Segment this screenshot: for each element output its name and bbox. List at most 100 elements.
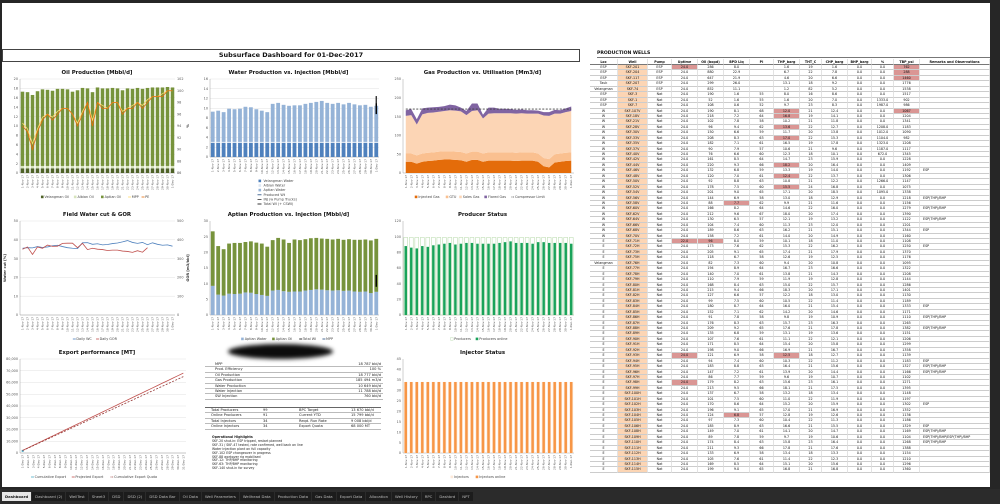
table-row[interactable]: E SKF-87H Nat 24.0 176 8.3 63 15.7 23 16.3 0.0 0.0 1… <box>590 320 990 326</box>
tab-dsd-2-[interactable]: DSD (2) <box>124 492 146 501</box>
table-row[interactable]: E SKF-114H Nat 24.0 169 8.5 64 15.1 20 15.6 0.0 0.0… <box>590 461 990 468</box>
table-row[interactable]: W SKF-66V Nat 24.0 104 7.4 60 11.3 23 12.0 0.0 0.0 1… <box>590 222 990 229</box>
tab-dashboard-2-[interactable]: Dashboard (2) <box>32 492 66 501</box>
table-row[interactable]: W SKF-107V Nat 24.0 190 8.1 68 12.0 21 12.4 0.0 0.0… <box>590 108 990 114</box>
table-row[interactable]: E SKF-90H Nat 24.0 107 7.6 61 11.1 22 12.1 0.0 0.0 1… <box>590 336 990 343</box>
table-row[interactable]: E SKF-110H Nat 24.0 174 8.4 63 15.8 23 16.4 0.0 0.0… <box>590 440 990 446</box>
table-row[interactable]: E SKF-97H Nat 24.0 86 7.7 59 9.6 19 10.7 0.0 0.0 110… <box>590 374 990 381</box>
bar <box>100 88 105 166</box>
table-row[interactable]: E SKF-98H Nat 24.0 179 8.2 63 15.6 23 16.1 0.0 0.0 1… <box>590 380 990 386</box>
table-row[interactable]: E SKF-103H Nat 24.0 196 9.1 65 17.0 21 16.9 0.0 0.0… <box>590 407 990 413</box>
table-row[interactable]: W SKF-18V Nat 24.0 218 7.2 64 16.8 19 14.1 0.0 0.0 1… <box>590 113 990 120</box>
table-row[interactable]: E SKF-92H Nat 24.0 198 9.0 66 16.9 21 16.7 0.0 0.0 1… <box>590 347 990 354</box>
table-row[interactable]: E SKF-106H Nat 24.0 185 8.9 63 16.6 21 15.5 0.0 0.0… <box>590 423 990 430</box>
tab-export-data[interactable]: Export Data <box>336 492 366 501</box>
table-row[interactable]: E SKF-80H Nat 24.0 168 8.4 63 15.0 22 15.7 0.0 0.0 1… <box>590 282 990 288</box>
table-row[interactable]: W SKF-50V Nat 24.0 92 8.8 63 10.8 21 12.2 0.0 1266.… <box>590 179 990 185</box>
table-row[interactable]: W SKF-44V Nat 24.0 220 9.3 66 18.2 20 16.4 0.0 0.0 1… <box>590 162 990 169</box>
table-row[interactable]: E SKF-99H Nat 24.0 213 9.5 66 18.1 21 17.5 0.0 0.0 1… <box>590 385 990 392</box>
table-row[interactable]: ESP SKF-7 Nat 24.0 108 0.6 52 9.7 23 8.3 0.0 1987.0… <box>590 103 990 109</box>
table-row[interactable]: E SKF-101H Nat 24.0 101 7.5 60 11.0 22 11.9 0.0 0.0… <box>590 396 990 403</box>
table-row[interactable]: W SKF-60V Nat 24.0 166 8.2 64 14.6 22 16.0 0.0 0.0 1… <box>590 206 990 212</box>
table-cell <box>920 179 990 185</box>
table-row[interactable]: E SKF-108H Nat 24.0 149 7.0 61 14.1 20 14.7 0.0 0.0… <box>590 429 990 435</box>
table-row[interactable]: E SKF-111H Nat 24.0 211 9.3 66 17.8 21 17.6 0.0 0.0… <box>590 445 990 452</box>
table-row[interactable]: E SKF-84H Nat 24.0 180 8.7 64 16.0 21 15.4 0.0 0.0 1… <box>590 304 990 310</box>
y-tick-label: 30 <box>14 257 18 261</box>
table-row[interactable]: E SKF-81H Nat 24.0 215 9.4 66 18.3 20 17.1 0.0 0.0 1… <box>590 287 990 294</box>
table-row[interactable]: Velangman SKF-76H Nat 24.0 82 7.3 60 9.4 20 10.8 0… <box>590 260 990 267</box>
table-row[interactable]: E SKF-113H Nat 24.0 105 7.6 61 11.4 22 12.3 0.0 0.0… <box>590 456 990 462</box>
tab-dashboard[interactable]: Dashboard <box>2 492 32 501</box>
table-row[interactable]: E SKF-93H Nat 24.0 121 6.9 58 12.5 18 12.7 0.0 0.0 1… <box>590 353 990 359</box>
table-row[interactable]: E SKF-112H Nat 24.0 133 6.9 58 13.4 18 13.3 0.0 0.0… <box>590 451 990 457</box>
table-row[interactable]: W SKF-35V Nat 24.0 182 7.1 61 16.5 19 17.8 0.0 1323… <box>590 141 990 147</box>
table-row[interactable]: E SKF-100H Nat 24.0 137 6.7 58 13.2 18 13.4 0.0 0.0… <box>590 391 990 397</box>
table-row[interactable]: W SKF-21V Nat 24.0 102 7.8 58 10.2 21 11.8 0.0 0.0 1… <box>590 119 990 125</box>
table-row[interactable]: W SKF-68V Nat 24.0 189 8.6 63 16.2 21 15.1 0.0 0.0 1… <box>590 228 990 234</box>
table-row[interactable]: W SKF-48V Nat 24.0 120 7.0 61 12.4 22 13.7 0.0 0.0 1… <box>590 173 990 180</box>
table-row[interactable]: E SKF-77H Nat 24.0 194 8.9 64 16.7 23 16.6 0.0 0.0 1… <box>590 266 990 272</box>
table-row[interactable]: E SKF-75H Nat 24.0 118 6.7 58 12.6 19 12.5 0.0 0.0 1… <box>590 255 990 261</box>
tab-dsd[interactable]: DSD <box>109 492 124 501</box>
table-row[interactable]: W SKF-33V Nat 24.0 208 8.3 63 17.0 22 15.3 0.0 1104… <box>590 135 990 142</box>
table-row[interactable]: W SKF-58V Nat 24.0 88 7.7 62 9.9 21 11.6 0.0 0.0 115… <box>590 200 990 207</box>
table-row[interactable]: W SKF-64V Nat 24.0 130 6.5 57 12.1 19 13.2 0.0 0.0 1… <box>590 217 990 223</box>
table-row[interactable]: W SKF-70V Nat 24.0 158 7.2 61 14.0 20 14.9 0.0 0.0 1… <box>590 233 990 239</box>
tab-gas-data[interactable]: Gas Data <box>312 492 336 501</box>
table-row[interactable]: ESP SKF-3 Nat 24.0 190 1.6 55 8.0 16 8.6 0.0 0.0 151… <box>590 92 990 98</box>
table-row[interactable]: W SKF-28V Nat 24.0 96 9.4 62 13.6 22 12.7 0.0 1208.… <box>590 124 990 131</box>
table-row[interactable]: E SKF-71H Nat 22.0 96 8.0 59 10.1 18 11.0 0.0 0.0 11… <box>590 239 990 245</box>
tab-rpc[interactable]: RPC <box>421 492 436 501</box>
table-row[interactable]: W SKF-52V Nat 24.0 178 7.5 60 15.5 24 16.8 0.0 0.0 1… <box>590 184 990 191</box>
table-row[interactable]: E SKF-102H Nat 24.0 170 8.6 64 15.2 20 15.9 0.0 0.0… <box>590 402 990 408</box>
table-row[interactable]: E SKF-109H Nat 24.0 89 7.8 59 9.7 19 10.6 0.0 0.0 11… <box>590 434 990 441</box>
table-row[interactable]: ESP SKF-204 ESP 24.0 880 22.9 6.7 22 7.8 0.0 0.0 28… <box>590 70 990 76</box>
bar <box>105 88 110 166</box>
tab-wellhead-data[interactable]: Wellhead Data <box>239 492 274 501</box>
table-row[interactable]: E SKF-86H Nat 24.0 91 7.8 58 9.8 19 10.9 0.0 0.0 111… <box>590 315 990 321</box>
table-row[interactable]: W SKF-40V Nat 24.0 76 6.6 60 12.3 18 10.1 0.0 672.0… <box>590 152 990 158</box>
table-row[interactable]: E SKF-78H Nat 24.0 140 7.0 61 13.8 21 14.3 0.0 0.0 1… <box>590 271 990 278</box>
table-row[interactable]: E SKF-85H Nat 24.0 152 7.1 62 14.2 20 14.6 0.0 0.0 1… <box>590 309 990 316</box>
table-row[interactable]: W SKF-54V Nat 24.0 201 9.0 65 17.1 20 18.5 0.0 1095… <box>590 190 990 196</box>
table-row[interactable]: ESP SKF-117 ESP 24.0 647 21.9 4.6 20 6.6 0.0 0.0 14… <box>590 75 990 82</box>
table-row[interactable]: W SKF-62V Nat 24.0 212 9.6 67 18.0 20 17.4 0.0 0.0 1… <box>590 211 990 218</box>
table-row[interactable]: E SKF-95H Nat 24.0 183 8.8 63 16.4 21 15.6 0.0 0.0 1… <box>590 364 990 370</box>
table-row[interactable]: W SKF-30V Nat 24.0 150 6.6 59 11.7 20 13.8 0.0 1012… <box>590 130 990 136</box>
table-row[interactable]: ESP SKF-201 ESP 24.0 286 8.0 1.6 19 1.6 0.0 0.0 762 <box>590 65 990 71</box>
table-row[interactable]: E SKF-94H Nat 24.0 94 7.4 60 10.3 22 11.2 0.0 0.0 11… <box>590 358 990 365</box>
tab-dashbrd[interactable]: Dashbrd <box>436 492 459 501</box>
tab-well-history[interactable]: Well History <box>392 492 421 501</box>
table-row[interactable]: W SKF-46V Nat 24.0 132 6.8 59 13.3 19 14.0 0.0 0.0 1… <box>590 168 990 174</box>
tab-npt[interactable]: NPT <box>459 492 473 501</box>
table-cell: 0.0 <box>872 271 894 278</box>
table-row[interactable]: Velangman SKF-74 ESP 24.0 852 11.1 1.2 82 5.2 0.0… <box>590 86 990 93</box>
table-row[interactable]: E SKF-91H Nat 24.0 171 8.5 64 15.4 20 15.8 0.0 0.0 1… <box>590 342 990 348</box>
tab-production-data[interactable]: Production Data <box>274 492 312 501</box>
table-cell: 24.0 <box>672 413 698 419</box>
table-row[interactable]: E SKF-88H Nat 24.0 209 9.2 65 17.6 21 17.8 0.0 0.0 1… <box>590 326 990 332</box>
table-row[interactable]: E SKF-83H Nat 24.0 99 7.5 60 10.5 22 11.4 0.0 0.0 11… <box>590 298 990 305</box>
table-row[interactable]: E SKF-72H Nat 24.0 173 7.6 62 15.3 22 16.2 0.0 0.0 1… <box>590 244 990 250</box>
table-cell: 17.8 <box>822 141 848 147</box>
table-row[interactable]: E SKF-105H Nat 24.0 97 7.3 60 10.4 22 11.3 0.0 0.0 1… <box>590 418 990 424</box>
tab-sheet3[interactable]: Sheet3 <box>88 492 109 501</box>
table-row[interactable]: W SKF-37V Nat 24.0 90 7.9 57 10.6 21 9.6 0.0 1187.0… <box>590 146 990 152</box>
tab-oil-data[interactable]: Oil Data <box>179 492 201 501</box>
table-row[interactable]: W SKF-56V Nat 24.0 144 6.9 58 13.0 18 12.9 0.0 0.0 1… <box>590 195 990 201</box>
tab-well-parameters[interactable]: Well Parameters <box>201 492 239 501</box>
table-row[interactable]: E SKF-104H Nat 24.0 124 6.8 57 12.8 19 12.6 0.0 0.0… <box>590 413 990 419</box>
table-row[interactable]: W SKF-42V Nat 24.0 161 8.5 64 14.7 23 15.9 0.0 0.0 1… <box>590 157 990 163</box>
table-row[interactable]: Tauk SKF-207 ESP 24.0 299 26.0 13.1 18 9.2 0.0 0.0… <box>590 81 990 87</box>
tab-welltest[interactable]: WellTest <box>66 492 88 501</box>
table-row[interactable]: E SKF-96H Nat 24.0 147 7.2 61 13.9 20 14.4 0.0 0.0 1… <box>590 369 990 375</box>
tab-allocation[interactable]: Allocation <box>366 492 392 501</box>
table-row[interactable]: E SKF-82H Nat 24.0 127 6.6 57 12.2 18 13.0 0.0 0.0 1… <box>590 293 990 299</box>
tab-dsd-data-bar[interactable]: DSD Data Bar <box>146 492 179 501</box>
table-row[interactable]: E SKF-73H Nat 24.0 205 9.1 65 17.4 21 17.9 0.0 0.0 1… <box>590 249 990 256</box>
table-row[interactable]: ESP SKF-1 Nat 24.0 52 1.6 55 1.6 20 7.0 0.0 1333.0 9… <box>590 97 990 104</box>
table-row[interactable]: E SKF-79H Nat 24.0 110 7.9 59 11.9 19 12.8 0.0 0.0 1… <box>590 277 990 283</box>
table-row[interactable]: E SKF-115H Nat 24.0 199 9.0 65 16.8 21 16.8 0.0 0.0… <box>590 467 990 473</box>
table-row[interactable]: E SKF-89H Nat 24.0 135 6.8 59 13.1 19 13.6 0.0 0.0 1… <box>590 331 990 337</box>
